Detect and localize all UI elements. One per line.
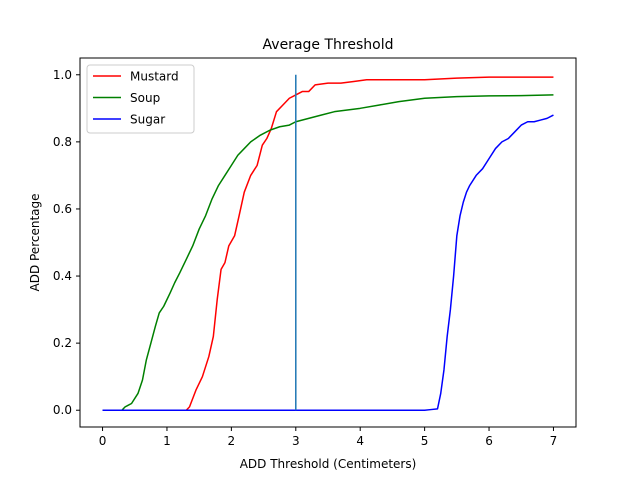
- y-tick-label: 0.6: [53, 202, 72, 216]
- x-tick-label: 7: [550, 434, 558, 448]
- y-tick-label: 0.0: [53, 403, 72, 417]
- plot-frame: [79, 57, 577, 428]
- x-tick-label: 4: [356, 434, 364, 448]
- series-line-sugar: [102, 114, 554, 411]
- x-tick-label: 1: [163, 434, 171, 448]
- legend-label-sugar: Sugar: [130, 113, 165, 127]
- x-axis-label: ADD Threshold (Centimeters): [240, 457, 417, 471]
- x-tick-label: 6: [485, 434, 493, 448]
- y-tick-label: 1.0: [53, 68, 72, 82]
- y-tick-label: 0.8: [53, 135, 72, 149]
- series-line-soup: [102, 94, 554, 411]
- plot-lines: [102, 76, 554, 411]
- x-tick-label: 5: [421, 434, 429, 448]
- legend: Mustard Soup Sugar: [86, 64, 195, 134]
- x-tick-label: 3: [292, 434, 300, 448]
- series-line-mustard: [102, 76, 554, 411]
- legend-label-mustard: Mustard: [130, 70, 179, 84]
- y-tick-label: 0.4: [53, 269, 72, 283]
- x-tick-label: 2: [228, 434, 236, 448]
- legend-label-soup: Soup: [130, 91, 160, 105]
- legend-box: [86, 64, 195, 134]
- x-axis-ticks: 0 1 2 3 4 5 6 7: [99, 427, 558, 448]
- x-tick-label: 0: [99, 434, 107, 448]
- y-axis-label: ADD Percentage: [28, 193, 42, 291]
- y-axis-ticks: 0.0 0.2 0.4 0.6 0.8 1.0: [53, 68, 80, 417]
- y-tick-label: 0.2: [53, 336, 72, 350]
- chart-title: Average Threshold: [263, 37, 394, 53]
